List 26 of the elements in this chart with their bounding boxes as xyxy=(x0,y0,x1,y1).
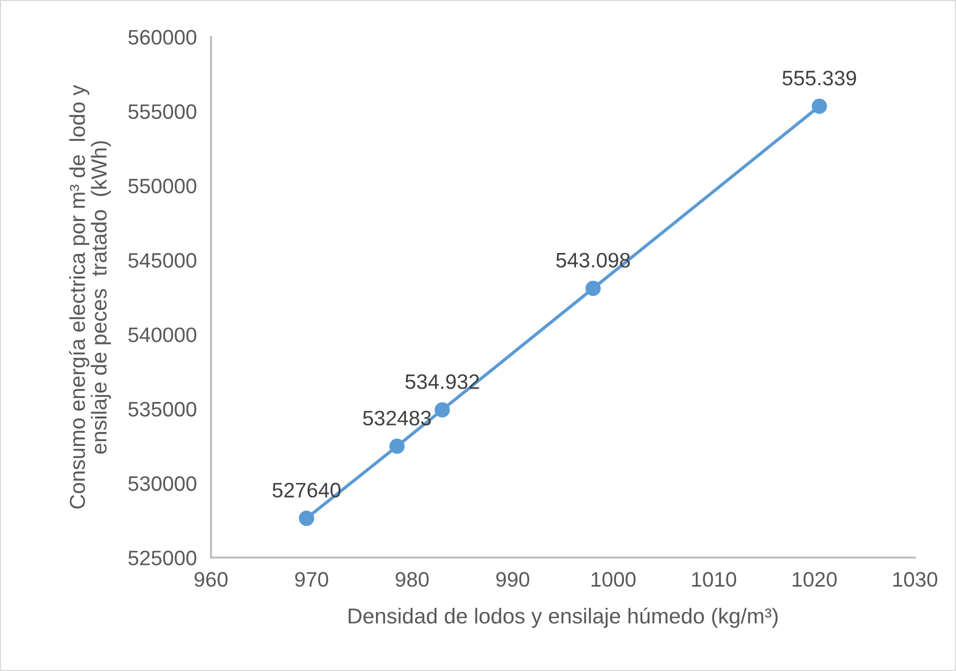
point xyxy=(434,402,450,418)
y-tick-label: 530000 xyxy=(128,476,196,491)
point xyxy=(812,98,827,114)
x-tick-label: 1030 xyxy=(893,572,938,587)
y-tick-label: 525000 xyxy=(128,550,196,566)
point xyxy=(298,510,314,526)
y-tick-label: 545000 xyxy=(128,253,196,268)
y-tick-label: 560000 xyxy=(128,30,196,45)
x-axis-title: Densidad de lodos y ensilaje húmedo (kg/m³) xyxy=(348,608,778,628)
x-tick-label: 960 xyxy=(194,572,228,587)
data-label: 555.339 xyxy=(782,70,856,86)
x-tick-label: 980 xyxy=(396,572,429,587)
x-tick-label: 970 xyxy=(295,572,328,587)
x-tick-label: 990 xyxy=(496,572,530,587)
y-tick-label: 540000 xyxy=(128,327,196,342)
point xyxy=(585,280,601,296)
y-tick-label: 550000 xyxy=(128,178,196,194)
y-tick-label: 555000 xyxy=(128,104,196,120)
x-tick-label: 1000 xyxy=(592,572,636,587)
x-tick-label: 1020 xyxy=(792,572,837,587)
point xyxy=(389,438,405,454)
y-tick-label: 535000 xyxy=(128,402,196,417)
x-tick-label: 1010 xyxy=(692,572,736,587)
data-label: 527640 xyxy=(272,482,340,498)
y-axis-title: Consumo energía electrica por m³ de lodo y ensilaje de peces tratado (kWh) xyxy=(68,84,111,509)
data-label: 532483 xyxy=(363,410,431,426)
